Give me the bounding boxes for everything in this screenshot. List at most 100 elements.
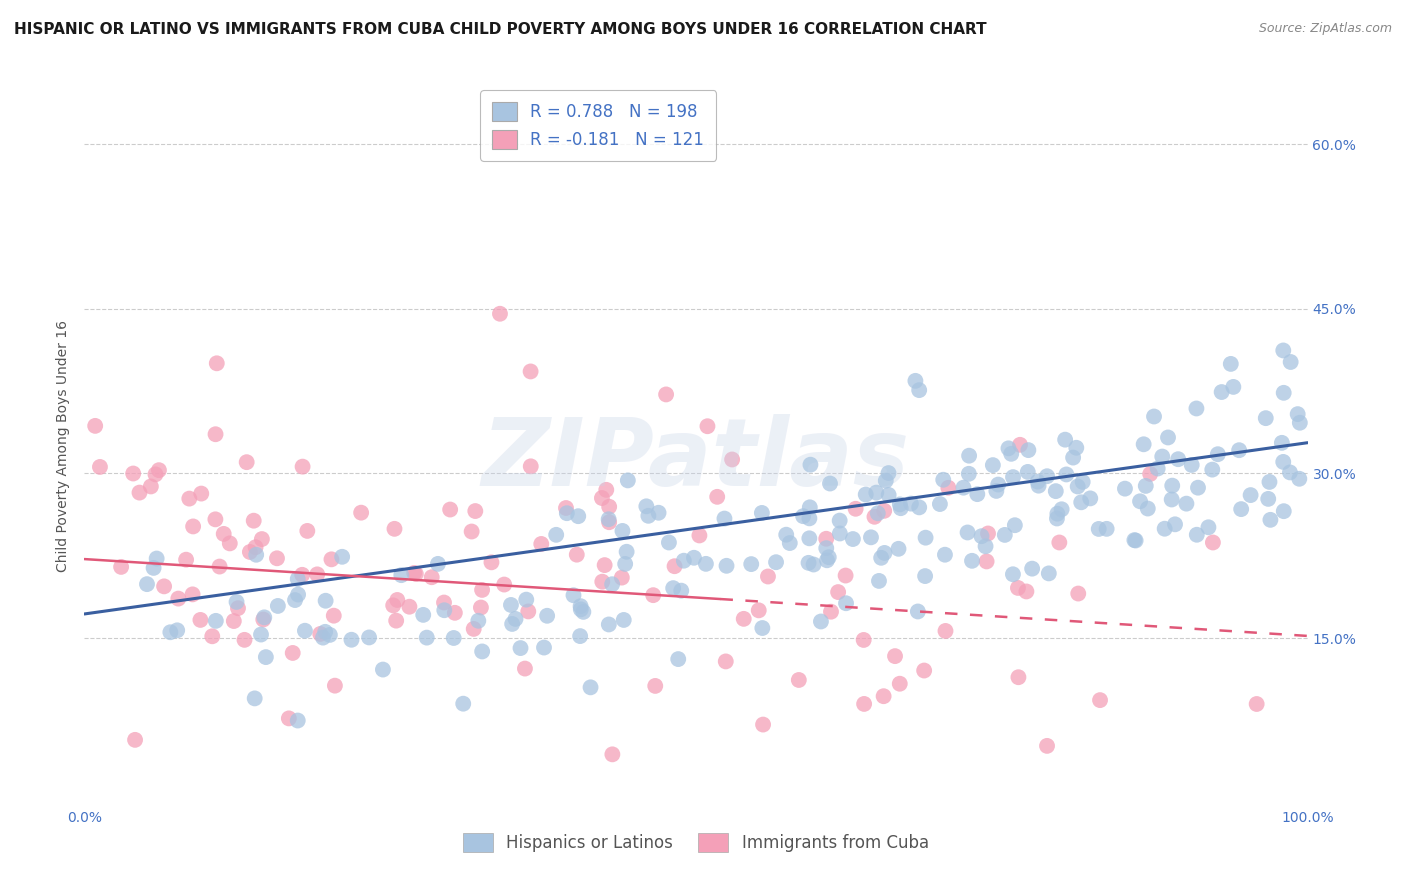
Point (1002, 470, 1025, 484)
Point (218, 536, 240, 550)
Point (1070, 495, 1092, 509)
Point (382, 599, 405, 613)
Point (1078, 491, 1101, 506)
Point (287, 588, 309, 602)
Point (314, 624, 336, 639)
Point (853, 697, 876, 711)
Point (145, 551, 167, 566)
Point (222, 614, 245, 628)
Point (976, 554, 998, 568)
Point (572, 605, 595, 619)
Point (842, 532, 865, 546)
Point (1050, 502, 1073, 516)
Point (330, 549, 353, 564)
Point (153, 579, 176, 593)
Point (509, 641, 531, 656)
Point (873, 546, 896, 560)
Point (315, 593, 337, 607)
Point (751, 506, 773, 520)
Point (900, 497, 922, 511)
Point (872, 690, 894, 704)
Point (803, 558, 825, 572)
Point (1258, 475, 1281, 489)
Point (662, 581, 685, 595)
Point (1272, 504, 1295, 518)
Point (932, 473, 955, 487)
Point (1153, 522, 1175, 536)
Point (122, 467, 145, 481)
Point (610, 571, 633, 585)
Point (904, 374, 927, 388)
Point (297, 524, 319, 538)
Point (281, 646, 304, 660)
Point (519, 364, 541, 378)
Point (212, 527, 235, 541)
Point (1185, 527, 1208, 541)
Point (340, 632, 363, 647)
Point (866, 506, 889, 520)
Point (145, 467, 167, 482)
Point (974, 539, 997, 553)
Point (765, 555, 787, 569)
Point (1028, 478, 1050, 492)
Point (1143, 409, 1166, 424)
Point (1272, 455, 1295, 469)
Point (1136, 501, 1159, 516)
Point (696, 419, 718, 434)
Point (235, 455, 257, 469)
Point (190, 613, 212, 627)
Point (307, 567, 329, 582)
Point (1230, 502, 1253, 516)
Point (636, 500, 658, 514)
Point (1123, 533, 1146, 548)
Point (820, 605, 842, 619)
Point (1017, 465, 1039, 479)
Point (89, 459, 111, 474)
Point (797, 556, 820, 570)
Point (166, 624, 188, 638)
Point (688, 528, 710, 542)
Point (1135, 479, 1157, 493)
Point (936, 481, 959, 495)
Point (889, 677, 911, 691)
Point (139, 479, 162, 493)
Point (695, 557, 717, 571)
Point (124, 732, 146, 747)
Point (1015, 584, 1038, 599)
Point (546, 528, 568, 542)
Point (865, 485, 887, 500)
Point (387, 593, 409, 607)
Point (1036, 469, 1059, 483)
Point (598, 617, 620, 632)
Point (179, 491, 201, 506)
Point (1157, 430, 1180, 444)
Point (253, 610, 276, 624)
Point (443, 631, 465, 645)
Point (1146, 461, 1168, 475)
Point (1114, 482, 1136, 496)
Point (1066, 441, 1088, 455)
Point (1132, 437, 1154, 451)
Point (287, 572, 309, 586)
Point (515, 592, 537, 607)
Point (647, 506, 669, 520)
Point (225, 595, 247, 609)
Legend: Hispanics or Latinos, Immigrants from Cuba: Hispanics or Latinos, Immigrants from Cu… (457, 826, 935, 859)
Point (384, 522, 406, 536)
Point (845, 501, 868, 516)
Point (312, 631, 335, 645)
Point (952, 481, 974, 495)
Point (889, 497, 911, 511)
Point (287, 714, 309, 728)
Point (1047, 535, 1070, 549)
Point (748, 603, 770, 617)
Point (579, 681, 602, 695)
Point (1185, 401, 1208, 416)
Point (815, 541, 838, 556)
Point (671, 583, 693, 598)
Point (740, 557, 762, 571)
Point (787, 673, 810, 687)
Point (181, 519, 204, 533)
Point (1175, 497, 1198, 511)
Text: HISPANIC OR LATINO VS IMMIGRANTS FROM CUBA CHILD POVERTY AMONG BOYS UNDER 16 COR: HISPANIC OR LATINO VS IMMIGRANTS FROM CU… (14, 22, 987, 37)
